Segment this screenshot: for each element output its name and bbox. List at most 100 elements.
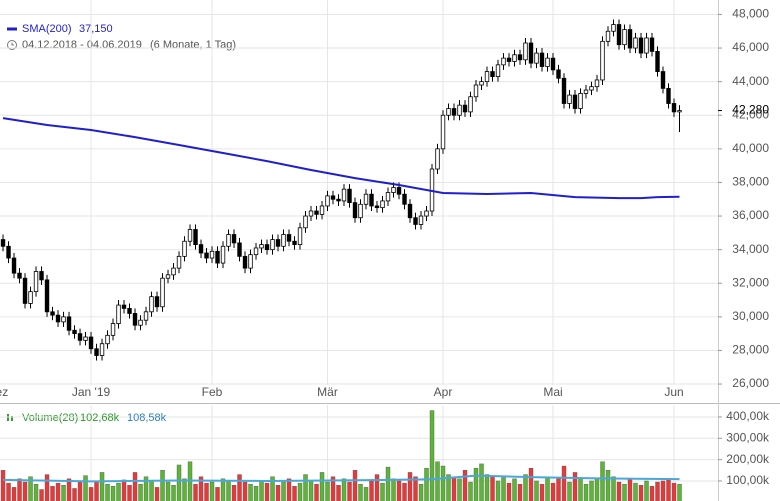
volume-bar <box>286 478 292 501</box>
volume-bar <box>193 483 198 501</box>
volume-bar <box>517 483 523 501</box>
candle-body <box>248 254 253 269</box>
candle-body <box>50 311 55 316</box>
volume-bar <box>644 480 649 501</box>
y-tick-label: 40,000 <box>732 141 769 155</box>
candle-body <box>171 267 176 276</box>
candle-body <box>99 343 105 356</box>
volume-bar <box>226 480 231 501</box>
candle-body <box>644 37 649 54</box>
volume-bar <box>6 482 11 501</box>
volume-bar <box>572 472 578 501</box>
legend-label: SMA(200) <box>22 23 72 35</box>
candle-body <box>127 308 132 314</box>
volume-bar <box>418 483 424 501</box>
volume-bar <box>314 483 319 501</box>
volume-bar <box>297 482 303 501</box>
candle-body <box>325 195 330 207</box>
candle-body <box>583 89 589 94</box>
candle-body <box>391 187 396 193</box>
candle-body <box>622 29 627 46</box>
candle-body <box>512 54 517 62</box>
candle-body <box>567 94 572 104</box>
volume-bar <box>215 487 220 501</box>
y-tick-label: 44,000 <box>732 74 769 88</box>
candle-body <box>479 81 484 86</box>
x-tick-label: Feb <box>202 385 223 399</box>
candle-body <box>451 108 457 116</box>
candle-body <box>677 110 682 113</box>
volume-bar <box>110 486 116 501</box>
volume-bar <box>11 487 17 501</box>
volume-bar <box>677 483 682 501</box>
candle-body <box>22 277 28 304</box>
volume-bar <box>578 477 583 501</box>
volume-bar <box>182 478 187 501</box>
volume-bar <box>165 481 171 501</box>
candle-body <box>363 193 369 205</box>
volume-bar <box>94 480 99 501</box>
volume-bar <box>501 477 506 501</box>
volume-bar <box>567 481 572 501</box>
volume-bar <box>77 481 83 501</box>
candle-body <box>545 57 550 67</box>
volume-bar <box>457 478 462 501</box>
candle-body <box>44 279 50 313</box>
candle-body <box>6 245 11 259</box>
last-price-label: 42,280 <box>732 103 769 117</box>
y-tick-label: 36,000 <box>732 208 769 222</box>
candle-body <box>242 255 248 269</box>
volume-bar <box>33 483 39 501</box>
volume-bar <box>363 487 369 501</box>
candle-body <box>660 71 666 89</box>
y-tick-label: 38,000 <box>732 175 769 189</box>
volume-bar <box>638 485 644 501</box>
volume-bar <box>138 483 143 501</box>
y-tick-label: 46,000 <box>732 40 769 54</box>
candle-body <box>39 271 44 281</box>
volume-bar <box>275 485 281 501</box>
volume-bar <box>66 478 72 501</box>
candle-body <box>55 314 61 323</box>
candle-body <box>88 336 94 350</box>
volume-bar <box>154 487 160 501</box>
volume-bar <box>374 474 380 501</box>
volume-bar <box>451 476 457 501</box>
x-tick-label: Jan '19 <box>72 385 111 399</box>
candle-body <box>61 316 66 323</box>
volume-bar <box>160 470 165 501</box>
candle-body <box>605 30 611 42</box>
volume-bar <box>28 476 33 501</box>
volume-bar <box>330 476 336 501</box>
volume-bar <box>622 483 627 501</box>
candle-body <box>193 229 198 246</box>
volume-bar <box>352 470 358 501</box>
volume-bar <box>446 474 451 501</box>
candle-body <box>638 37 644 54</box>
candle-body <box>303 215 308 229</box>
y-tick-label: 200,00k <box>726 452 770 466</box>
candle-body <box>435 148 440 170</box>
candle-body <box>523 42 528 61</box>
volume-bar <box>385 466 391 501</box>
candle-body <box>517 54 523 61</box>
candle-body <box>457 104 462 116</box>
candle-body <box>149 296 154 313</box>
candle-body <box>655 51 660 72</box>
candle-body <box>550 57 556 71</box>
volume-bar <box>0 470 6 501</box>
candle-body <box>424 210 429 217</box>
y-tick-label: 28,000 <box>732 343 769 357</box>
candle-body <box>374 205 380 209</box>
candle-body <box>484 71 490 83</box>
volume-bar <box>22 481 28 501</box>
candle-body <box>72 329 77 335</box>
candle-body <box>418 215 424 225</box>
candle-body <box>594 79 600 88</box>
clock-hand <box>11 42 14 46</box>
volume-bar <box>429 410 435 501</box>
candle-body <box>160 277 165 308</box>
candle-body <box>462 104 468 113</box>
y-tick-label: 34,000 <box>732 242 769 256</box>
volume-bar <box>479 463 484 501</box>
